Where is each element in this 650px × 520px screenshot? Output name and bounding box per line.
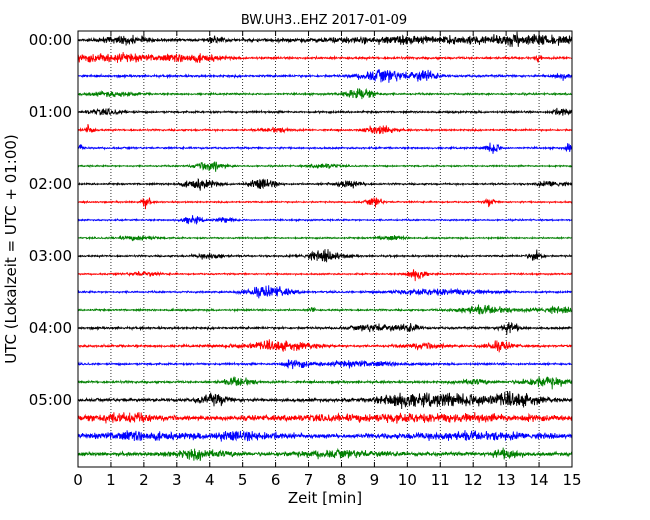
y-tick-label: 04:00 <box>29 319 72 337</box>
trace-line <box>77 249 573 263</box>
y-tick-label: 00:00 <box>29 31 72 49</box>
x-tick-label: 8 <box>337 471 347 489</box>
trace-line <box>77 412 573 424</box>
x-tick-label: 10 <box>398 471 417 489</box>
trace-line <box>77 304 573 315</box>
trace-line <box>77 285 573 299</box>
y-tick-label: 02:00 <box>29 175 72 193</box>
trace-line <box>77 234 573 242</box>
trace-line <box>77 359 573 370</box>
vertical-grid <box>110 31 540 467</box>
trace-line <box>77 390 573 410</box>
x-tick-label: 11 <box>431 471 450 489</box>
x-tick-label: 3 <box>172 471 182 489</box>
x-tick-label: 1 <box>106 471 116 489</box>
trace-line <box>77 142 573 154</box>
trace-line <box>77 69 573 83</box>
trace-line <box>77 429 573 442</box>
trace-line <box>77 339 573 353</box>
x-tick-label: 6 <box>271 471 281 489</box>
trace-line <box>77 124 573 135</box>
x-tick-label: 12 <box>464 471 483 489</box>
seismogram-traces <box>77 31 573 461</box>
x-tick-label: 9 <box>370 471 380 489</box>
chart-title: BW.UH3..EHZ 2017-01-09 <box>241 13 407 28</box>
trace-line <box>77 161 573 172</box>
trace-line <box>77 321 573 335</box>
plot-frame <box>77 30 573 468</box>
y-tick-label: 01:00 <box>29 103 72 121</box>
trace-line <box>77 31 573 47</box>
y-axis-label: UTC (Lokalzeit = UTC + 01:00) <box>2 134 20 364</box>
x-tick-label: 13 <box>497 471 516 489</box>
trace-line <box>77 269 573 282</box>
x-tick-label: 4 <box>205 471 215 489</box>
x-axis-label: Zeit [min] <box>288 489 362 507</box>
trace-line <box>77 215 573 225</box>
trace-line <box>77 178 573 191</box>
trace-line <box>77 197 573 210</box>
x-tick-label: 7 <box>304 471 314 489</box>
x-tick-label: 15 <box>562 471 581 489</box>
trace-line <box>77 447 573 461</box>
x-tick-label: 14 <box>530 471 549 489</box>
trace-line <box>77 88 573 100</box>
y-tick-label: 03:00 <box>29 247 72 265</box>
x-tick-label: 2 <box>139 471 149 489</box>
trace-line <box>77 107 573 116</box>
trace-line <box>77 376 573 390</box>
trace-line <box>77 52 572 64</box>
x-tick-label: 0 <box>73 471 83 489</box>
x-tick-label: 5 <box>238 471 248 489</box>
y-axis-ticks: 00:00 01:00 02:00 03:00 04:00 05:00 <box>29 31 572 409</box>
y-tick-label: 05:00 <box>29 391 72 409</box>
x-axis-ticks: 0 1 2 3 4 5 6 7 8 9 10 11 12 13 14 15 <box>73 31 582 489</box>
